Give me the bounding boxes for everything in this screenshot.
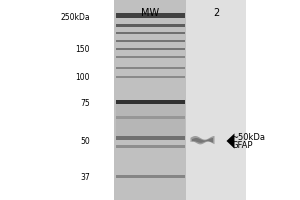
FancyBboxPatch shape [114,0,186,200]
FancyBboxPatch shape [116,48,184,50]
Text: MW: MW [141,8,159,18]
Text: 37: 37 [80,172,90,182]
FancyBboxPatch shape [186,0,246,200]
FancyBboxPatch shape [116,136,184,140]
Polygon shape [226,133,235,149]
FancyBboxPatch shape [116,67,184,69]
FancyBboxPatch shape [116,76,184,78]
FancyBboxPatch shape [246,0,300,200]
FancyBboxPatch shape [116,32,184,34]
Text: GFAP: GFAP [231,141,253,150]
FancyBboxPatch shape [116,56,184,58]
Text: 150: 150 [76,45,90,53]
FancyBboxPatch shape [0,0,114,200]
Polygon shape [190,136,214,144]
Text: 250kDa: 250kDa [60,12,90,21]
FancyBboxPatch shape [116,174,184,178]
FancyBboxPatch shape [116,40,184,42]
Text: 2: 2 [213,8,219,18]
FancyBboxPatch shape [116,144,184,148]
FancyBboxPatch shape [116,100,184,136]
Text: 75: 75 [80,98,90,108]
Text: ~50kDa: ~50kDa [231,132,265,142]
FancyBboxPatch shape [116,23,184,26]
FancyBboxPatch shape [116,116,184,118]
FancyBboxPatch shape [116,100,184,104]
FancyBboxPatch shape [116,13,184,18]
Polygon shape [192,138,213,143]
Text: 100: 100 [76,72,90,82]
Text: 50: 50 [80,136,90,146]
